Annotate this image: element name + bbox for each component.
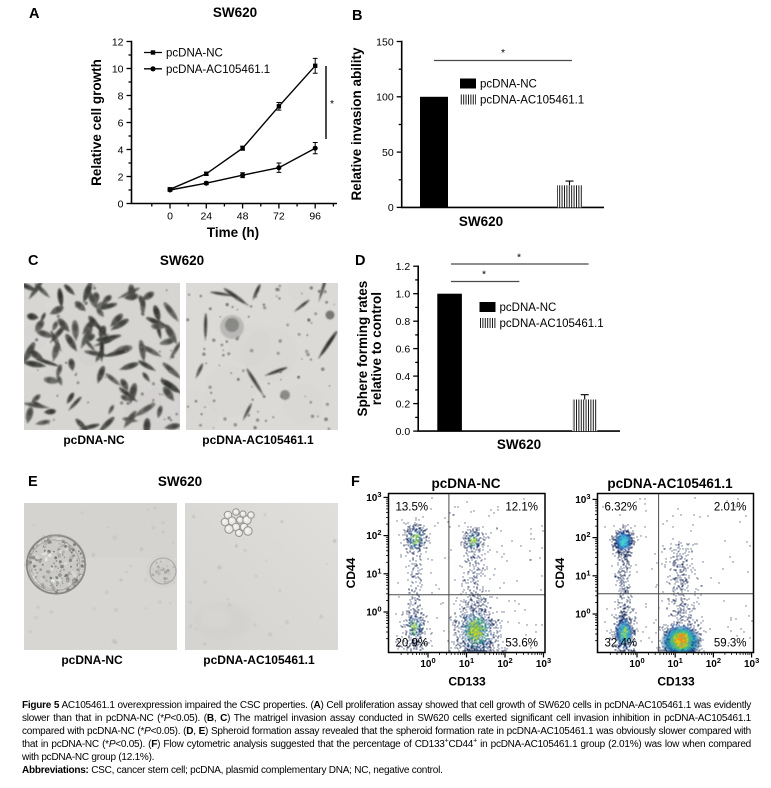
svg-text:2: 2 xyxy=(118,171,124,183)
svg-text:1.2: 1.2 xyxy=(396,261,411,273)
svg-text:Relative cell growth: Relative cell growth xyxy=(89,59,104,186)
svg-text:6.32%: 6.32% xyxy=(605,502,638,514)
svg-text:12.1%: 12.1% xyxy=(505,502,538,514)
svg-text:*: * xyxy=(482,269,486,281)
svg-text:relative to control: relative to control xyxy=(369,292,384,405)
svg-text:102: 102 xyxy=(575,530,590,544)
svg-text:100: 100 xyxy=(366,605,381,619)
svg-text:SW620: SW620 xyxy=(158,474,202,489)
svg-text:SW620: SW620 xyxy=(459,214,503,229)
svg-text:103: 103 xyxy=(536,656,551,670)
svg-text:*: * xyxy=(330,98,334,110)
svg-text:72: 72 xyxy=(273,211,285,223)
svg-text:150: 150 xyxy=(376,36,394,48)
svg-text:102: 102 xyxy=(706,656,721,670)
svg-text:F: F xyxy=(351,474,360,490)
svg-text:100: 100 xyxy=(376,92,394,104)
svg-text:102: 102 xyxy=(366,528,381,542)
svg-text:100: 100 xyxy=(420,656,435,670)
svg-text:CD44: CD44 xyxy=(344,557,358,588)
svg-text:102: 102 xyxy=(497,656,512,670)
svg-text:12: 12 xyxy=(112,36,124,48)
svg-text:pcDNA-NC: pcDNA-NC xyxy=(61,653,123,667)
svg-text:*: * xyxy=(501,47,505,59)
svg-text:48: 48 xyxy=(237,211,249,223)
svg-text:50: 50 xyxy=(382,147,394,159)
svg-text:pcDNA-AC105461.1: pcDNA-AC105461.1 xyxy=(500,318,604,330)
svg-text:pcDNA-AC105461.1: pcDNA-AC105461.1 xyxy=(166,64,270,76)
svg-text:100: 100 xyxy=(629,656,644,670)
svg-text:32.4%: 32.4% xyxy=(605,638,638,650)
svg-text:pcDNA-AC105461.1: pcDNA-AC105461.1 xyxy=(203,653,315,667)
svg-text:SW620: SW620 xyxy=(213,5,257,20)
svg-text:103: 103 xyxy=(744,656,759,670)
svg-text:103: 103 xyxy=(366,490,381,504)
svg-text:24: 24 xyxy=(200,211,212,223)
svg-text:pcDNA-AC105461.1: pcDNA-AC105461.1 xyxy=(480,95,584,107)
svg-text:6: 6 xyxy=(118,117,124,129)
svg-text:0.8: 0.8 xyxy=(396,316,411,328)
svg-text:101: 101 xyxy=(668,656,683,670)
svg-text:SW620: SW620 xyxy=(497,437,541,452)
svg-text:2.01%: 2.01% xyxy=(714,502,747,514)
svg-text:E: E xyxy=(28,474,38,490)
svg-text:13.5%: 13.5% xyxy=(396,502,429,514)
svg-text:pcDNA-NC: pcDNA-NC xyxy=(480,79,537,91)
svg-text:Relative invasion ability: Relative invasion ability xyxy=(349,47,364,201)
svg-text:SW620: SW620 xyxy=(160,253,204,268)
svg-text:pcDNA-AC105461.1: pcDNA-AC105461.1 xyxy=(607,476,733,491)
svg-text:Time (h): Time (h) xyxy=(207,225,259,240)
svg-text:59.3%: 59.3% xyxy=(714,638,747,650)
svg-text:96: 96 xyxy=(309,211,321,223)
svg-text:103: 103 xyxy=(575,492,590,506)
svg-text:0: 0 xyxy=(118,198,124,210)
svg-text:Sphere forming rates: Sphere forming rates xyxy=(355,281,370,417)
svg-text:10: 10 xyxy=(112,63,124,75)
svg-text:B: B xyxy=(352,8,362,24)
svg-text:53.6%: 53.6% xyxy=(505,638,538,650)
svg-text:pcDNA-NC: pcDNA-NC xyxy=(432,476,501,491)
svg-text:CD44: CD44 xyxy=(553,557,567,588)
svg-text:CD133: CD133 xyxy=(448,675,486,689)
svg-text:pcDNA-NC: pcDNA-NC xyxy=(500,302,557,314)
svg-text:0.6: 0.6 xyxy=(396,343,411,355)
svg-text:0.2: 0.2 xyxy=(396,398,411,410)
svg-text:pcDNA-AC105461.1: pcDNA-AC105461.1 xyxy=(202,433,314,447)
svg-text:20.9%: 20.9% xyxy=(396,638,429,650)
svg-text:101: 101 xyxy=(366,566,381,580)
svg-text:*: * xyxy=(517,252,521,264)
svg-text:pcDNA-NC: pcDNA-NC xyxy=(166,48,223,60)
svg-text:101: 101 xyxy=(459,656,474,670)
svg-text:pcDNA-NC: pcDNA-NC xyxy=(63,433,125,447)
svg-text:0.0: 0.0 xyxy=(396,426,411,438)
svg-text:A: A xyxy=(29,6,40,22)
svg-text:CD133: CD133 xyxy=(657,675,695,689)
svg-text:0: 0 xyxy=(167,211,173,223)
svg-text:8: 8 xyxy=(118,90,124,102)
svg-text:4: 4 xyxy=(118,144,124,156)
svg-text:0.4: 0.4 xyxy=(396,371,411,383)
svg-text:C: C xyxy=(28,253,39,269)
svg-text:1.0: 1.0 xyxy=(396,289,411,301)
svg-text:100: 100 xyxy=(575,607,590,621)
svg-text:D: D xyxy=(355,253,365,269)
svg-text:101: 101 xyxy=(575,568,590,582)
svg-text:0: 0 xyxy=(388,202,394,214)
